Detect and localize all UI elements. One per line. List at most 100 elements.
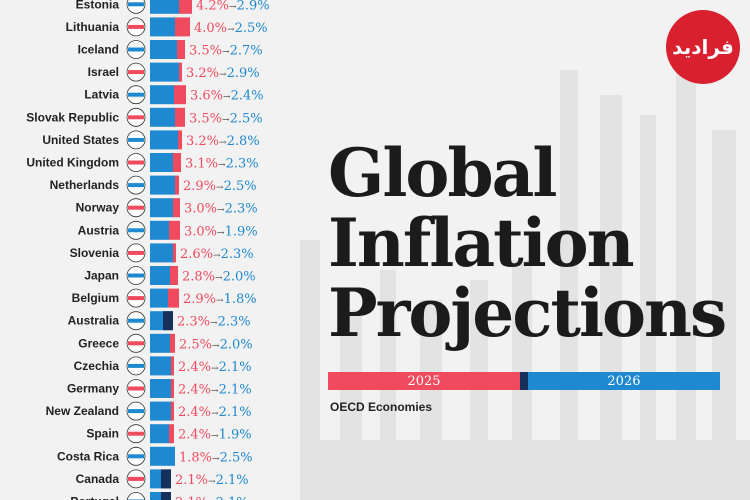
country-label-united-states: United States: [42, 133, 119, 147]
arrow-icon: →: [212, 341, 220, 351]
bar-2026-czechia: [150, 356, 171, 376]
bar-2026-iceland: [150, 40, 177, 59]
bar-2025-belgium: [168, 288, 179, 308]
value-label-canada: 2.1%→2.1%: [175, 473, 249, 488]
value-label-slovak-republic: 3.5%→2.5%: [189, 111, 263, 126]
bar-2025-israel: [179, 62, 182, 82]
arrow-icon: →: [213, 251, 221, 261]
arrow-icon: →: [210, 319, 218, 329]
bar-2025-spain: [169, 424, 174, 444]
value-2025-lithuania: 4.0%: [194, 21, 227, 36]
bar-2025-norway: [173, 198, 180, 218]
value-2025-austria: 3.0%: [184, 224, 217, 239]
value-label-united-kingdom: 3.1%→2.3%: [185, 157, 259, 172]
value-2026-united-kingdom: 2.3%: [226, 157, 259, 172]
flag-stripe-austria: [128, 228, 144, 233]
flag-stripe-canada: [128, 476, 144, 481]
bar-2026-slovak-republic: [150, 107, 175, 127]
country-label-belgium: Belgium: [72, 291, 119, 305]
value-label-norway: 3.0%→2.3%: [184, 202, 258, 217]
value-2026-australia: 2.3%: [218, 315, 251, 330]
bar-2026-united-states: [150, 130, 178, 150]
country-label-greece: Greece: [78, 336, 119, 350]
value-2026-netherlands: 2.5%: [224, 179, 257, 194]
arrow-icon: →: [227, 25, 235, 35]
flag-icon-estonia: [126, 0, 146, 14]
bar-2025-czechia: [171, 356, 174, 376]
legend-2025: 2025: [328, 372, 521, 390]
title-block: Global Inflation Projections: [328, 140, 728, 346]
flag-stripe-united-states: [128, 137, 144, 142]
flag-stripe-netherlands: [128, 183, 144, 188]
value-2025-united-states: 3.2%: [186, 134, 219, 149]
country-label-israel: Israel: [88, 65, 119, 79]
value-label-estonia: 4.2%→2.9%: [196, 0, 270, 13]
bar-2025-slovak-republic: [175, 107, 185, 127]
arrow-icon: →: [229, 2, 237, 12]
arrow-icon: →: [223, 93, 231, 103]
country-label-japan: Japan: [84, 269, 119, 283]
value-2026-latvia: 2.4%: [231, 89, 264, 104]
value-2026-new-zealand: 2.1%: [219, 405, 252, 420]
country-label-germany: Germany: [67, 382, 119, 396]
country-label-new-zealand: New Zealand: [46, 404, 119, 418]
value-label-lithuania: 4.0%→2.5%: [194, 21, 268, 36]
value-2026-lithuania: 2.5%: [235, 21, 268, 36]
arrow-icon: →: [219, 70, 227, 80]
country-label-netherlands: Netherlands: [50, 178, 120, 192]
value-label-germany: 2.4%→2.1%: [178, 383, 252, 398]
flag-stripe-czechia: [128, 363, 144, 368]
bar-2025-new-zealand: [171, 401, 174, 421]
country-label-spain: Spain: [86, 427, 119, 441]
value-2025-canada: 2.1%: [175, 473, 208, 488]
legend-bar: 2025 2026: [328, 372, 720, 390]
legend-2026: 2026: [527, 372, 720, 390]
value-2026-germany: 2.1%: [219, 383, 252, 398]
value-label-portugal: 2.1%→2.1%: [175, 496, 249, 500]
value-label-spain: 2.4%→1.9%: [178, 428, 252, 443]
value-2026-spain: 1.9%: [219, 428, 252, 443]
title-line-projections: Projections: [328, 274, 727, 352]
bar-2025-estonia: [179, 0, 192, 14]
bar-2026-slovenia: [150, 243, 173, 263]
value-2025-iceland: 3.5%: [189, 44, 222, 59]
subtitle: OECD Economies: [330, 400, 433, 414]
country-label-australia: Australia: [68, 314, 120, 328]
bar-overlap-australia: [163, 311, 173, 331]
title-line-inflation: Inflation: [328, 204, 635, 282]
bar-2025-latvia: [174, 85, 186, 105]
value-2026-costa-rica: 2.5%: [220, 450, 253, 465]
value-2025-czechia: 2.4%: [178, 360, 211, 375]
bar-2026-netherlands: [150, 175, 175, 195]
country-label-canada: Canada: [76, 472, 120, 486]
value-2025-united-kingdom: 3.1%: [185, 157, 218, 172]
value-label-israel: 3.2%→2.9%: [186, 66, 260, 81]
arrow-icon: →: [216, 296, 224, 306]
value-label-latvia: 3.6%→2.4%: [190, 89, 264, 104]
value-label-iceland: 3.5%→2.7%: [189, 44, 263, 59]
flag-stripe-slovak-republic: [128, 115, 144, 120]
bar-2026-spain: [150, 424, 169, 444]
value-2026-belgium: 1.8%: [224, 292, 257, 307]
value-2025-slovak-republic: 3.5%: [189, 111, 222, 126]
bar-2025-austria: [169, 220, 180, 240]
value-label-czechia: 2.4%→2.1%: [178, 360, 252, 375]
flag-stripe-germany: [128, 386, 144, 391]
value-label-costa-rica: 1.8%→2.5%: [179, 450, 253, 465]
value-label-japan: 2.8%→2.0%: [182, 270, 256, 285]
value-2025-belgium: 2.9%: [183, 292, 216, 307]
arrow-icon: →: [222, 48, 230, 58]
bar-overlap-canada: [161, 469, 171, 489]
country-label-iceland: Iceland: [78, 43, 119, 57]
flag-stripe-estonia: [128, 2, 144, 7]
value-label-slovenia: 2.6%→2.3%: [180, 247, 254, 262]
brand-logo: فرادید: [666, 10, 740, 84]
flag-icon-portugal: [126, 492, 146, 500]
value-2026-czechia: 2.1%: [219, 360, 252, 375]
bar-2025-greece: [170, 333, 175, 353]
country-label-slovak-republic: Slovak Republic: [26, 110, 119, 124]
bar-2026-austria: [150, 220, 169, 240]
value-2026-japan: 2.0%: [223, 270, 256, 285]
country-label-portugal: Portugal: [70, 495, 119, 500]
